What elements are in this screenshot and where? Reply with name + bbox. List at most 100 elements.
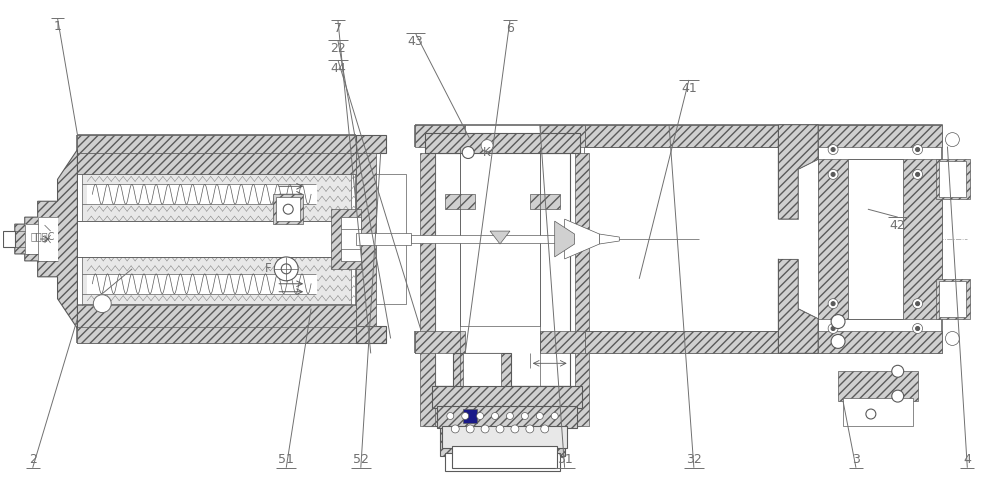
Bar <box>445 453 560 471</box>
Circle shape <box>274 257 298 281</box>
Polygon shape <box>490 231 510 244</box>
Bar <box>463 354 501 398</box>
Text: 31: 31 <box>557 453 573 466</box>
Polygon shape <box>778 159 818 318</box>
Bar <box>440 426 565 456</box>
Text: 2: 2 <box>29 453 37 466</box>
Circle shape <box>481 140 493 151</box>
Text: 44: 44 <box>330 62 346 75</box>
Circle shape <box>916 172 920 176</box>
Circle shape <box>916 301 920 306</box>
Bar <box>848 159 903 318</box>
Bar <box>460 147 540 325</box>
Circle shape <box>945 132 959 147</box>
Circle shape <box>828 299 838 309</box>
Circle shape <box>461 386 475 400</box>
Text: 7: 7 <box>334 22 342 35</box>
Bar <box>341 217 361 261</box>
Circle shape <box>866 409 876 419</box>
Text: 3: 3 <box>852 453 860 466</box>
Bar <box>415 332 465 354</box>
Bar <box>818 159 848 318</box>
Bar <box>411 235 565 243</box>
Circle shape <box>913 299 923 309</box>
Circle shape <box>892 365 904 377</box>
Bar <box>77 305 356 326</box>
Text: K: K <box>483 146 491 159</box>
Polygon shape <box>778 259 818 354</box>
Circle shape <box>541 425 549 433</box>
Bar <box>448 411 518 433</box>
Circle shape <box>451 425 459 433</box>
Bar <box>585 147 778 332</box>
Text: 控制腔C: 控制腔C <box>31 231 55 241</box>
Bar <box>376 174 406 304</box>
Bar <box>356 134 386 152</box>
Circle shape <box>506 412 513 419</box>
Circle shape <box>283 204 293 214</box>
Text: 6: 6 <box>506 22 514 35</box>
Circle shape <box>536 412 543 419</box>
Bar <box>415 125 465 147</box>
Text: 22: 22 <box>330 42 346 55</box>
Bar <box>585 125 778 147</box>
Circle shape <box>496 425 504 433</box>
Circle shape <box>913 169 923 179</box>
Bar <box>77 134 356 152</box>
Text: 4: 4 <box>963 453 971 466</box>
Bar <box>77 325 356 343</box>
Circle shape <box>551 412 558 419</box>
Polygon shape <box>599 234 619 244</box>
Circle shape <box>831 172 835 176</box>
Bar <box>420 152 435 426</box>
Bar <box>356 152 376 325</box>
Bar <box>463 409 477 423</box>
Circle shape <box>463 403 473 413</box>
Circle shape <box>477 412 484 419</box>
Circle shape <box>492 412 499 419</box>
Bar <box>445 194 475 209</box>
Circle shape <box>828 145 838 154</box>
Bar <box>77 221 356 257</box>
Polygon shape <box>555 221 575 257</box>
Bar <box>818 332 942 354</box>
Circle shape <box>481 425 489 433</box>
Bar <box>540 125 585 147</box>
Bar <box>818 125 942 147</box>
Circle shape <box>447 412 454 419</box>
Circle shape <box>511 425 519 433</box>
Circle shape <box>828 323 838 334</box>
Polygon shape <box>15 150 77 329</box>
Circle shape <box>916 326 920 331</box>
Bar <box>575 152 589 426</box>
Circle shape <box>916 148 920 151</box>
Text: 1: 1 <box>54 20 61 33</box>
Bar <box>939 162 966 197</box>
Bar <box>838 371 918 401</box>
Bar <box>77 152 356 174</box>
Bar <box>3 231 15 247</box>
Bar <box>435 152 570 386</box>
Bar <box>818 125 942 354</box>
Circle shape <box>281 264 291 274</box>
Circle shape <box>466 425 474 433</box>
Text: 52: 52 <box>353 453 369 466</box>
Circle shape <box>892 390 904 402</box>
Bar <box>458 433 508 455</box>
Circle shape <box>831 315 845 329</box>
Bar <box>442 426 567 448</box>
Circle shape <box>831 335 845 348</box>
Bar <box>356 233 411 245</box>
Text: F: F <box>265 262 272 275</box>
Bar <box>939 281 966 317</box>
Circle shape <box>831 326 835 331</box>
Circle shape <box>945 332 959 345</box>
Circle shape <box>462 412 469 419</box>
Text: 32: 32 <box>686 453 702 466</box>
Bar <box>530 194 560 209</box>
Circle shape <box>526 425 534 433</box>
Circle shape <box>462 147 474 158</box>
Polygon shape <box>778 125 818 219</box>
Bar <box>425 386 580 426</box>
Polygon shape <box>565 219 599 259</box>
